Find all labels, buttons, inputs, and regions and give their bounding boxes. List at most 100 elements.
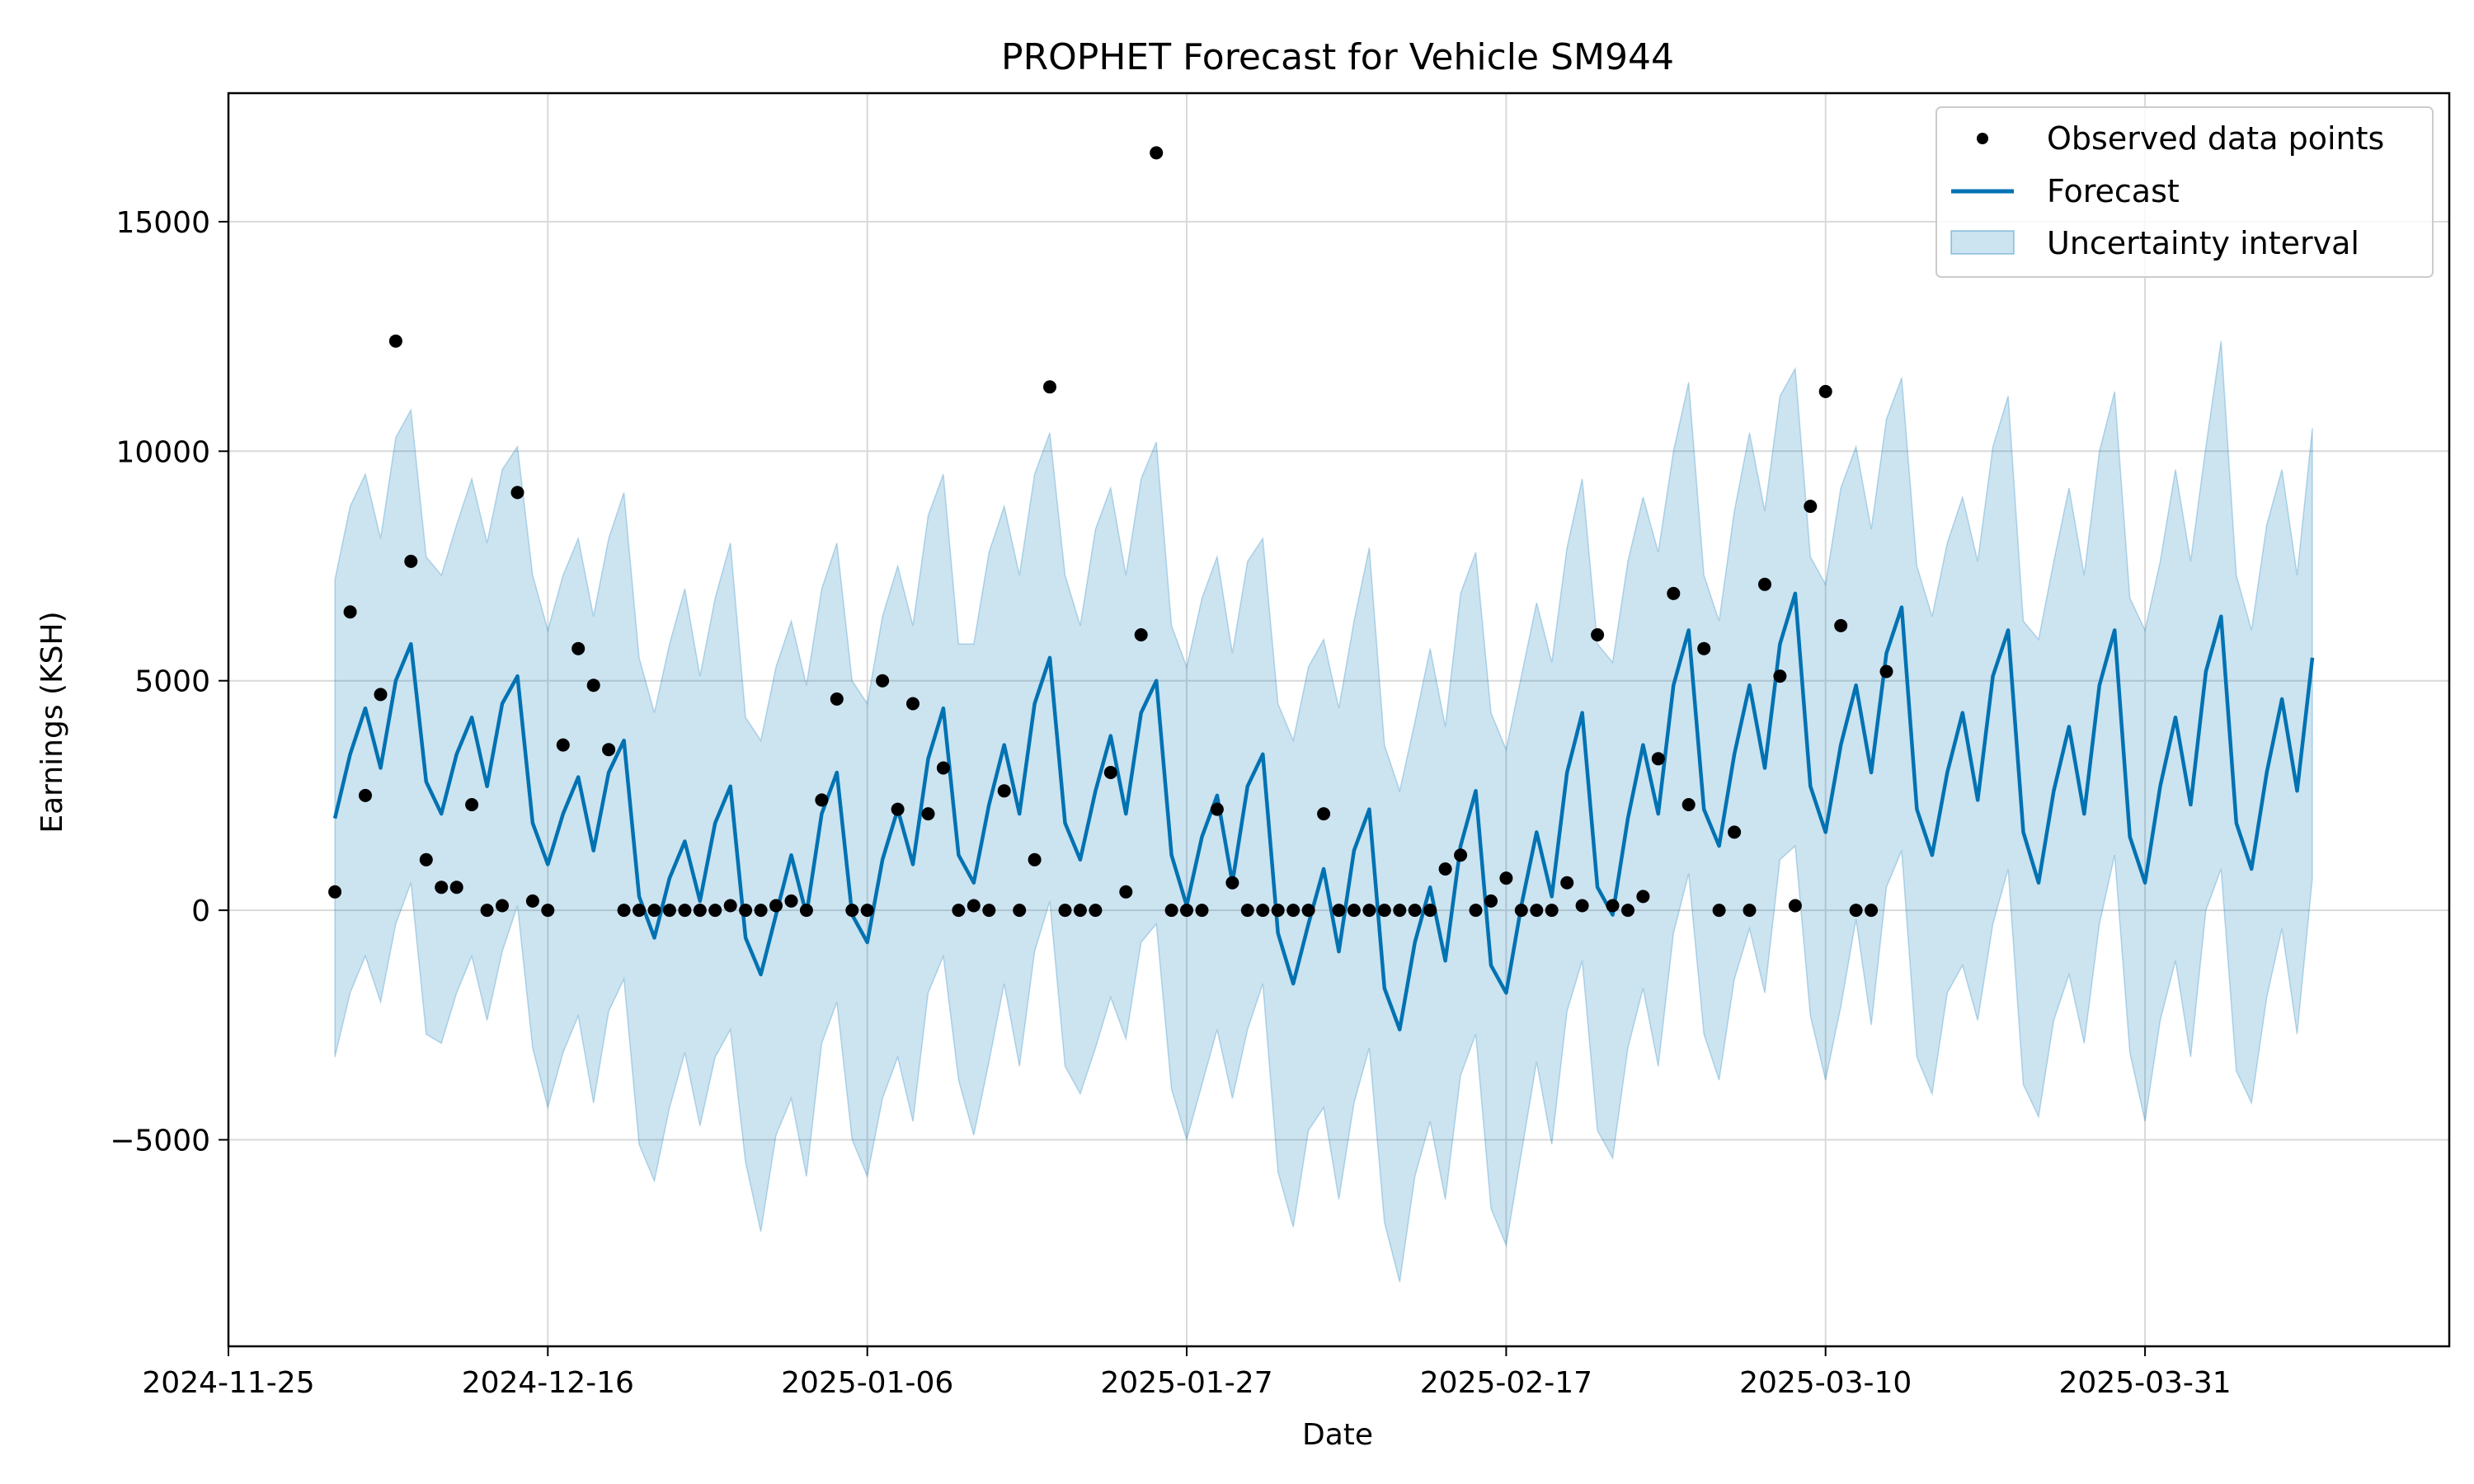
observed-point (1134, 628, 1148, 641)
observed-point (1240, 904, 1254, 918)
x-tick-label: 2025-01-27 (1100, 1366, 1272, 1400)
observed-point (891, 802, 905, 816)
observed-point (662, 904, 676, 918)
observed-point (860, 904, 874, 918)
observed-point (952, 904, 966, 918)
observed-point (1651, 752, 1665, 766)
observed-point (1758, 577, 1771, 591)
observed-point (1332, 904, 1346, 918)
x-tick-label: 2024-12-16 (462, 1366, 634, 1400)
observed-point (1681, 798, 1696, 811)
observed-point (739, 904, 753, 918)
x-tick-label: 2025-03-10 (1739, 1366, 1912, 1400)
observed-point (1013, 904, 1027, 918)
observed-point (1164, 904, 1178, 918)
observed-point (1773, 669, 1787, 683)
observed-point (328, 885, 342, 899)
observed-point (359, 788, 372, 802)
observed-point (1606, 899, 1620, 913)
observed-point (1362, 904, 1376, 918)
observed-point (1150, 146, 1164, 160)
observed-point (1301, 904, 1315, 918)
observed-point (845, 904, 859, 918)
observed-point (343, 605, 357, 619)
observed-point (1043, 380, 1056, 394)
observed-point (419, 852, 433, 866)
x-tick-label: 2024-11-25 (142, 1366, 314, 1400)
observed-point (388, 334, 402, 348)
observed-point (1484, 894, 1498, 908)
observed-point (936, 761, 950, 775)
observed-point (435, 881, 449, 895)
observed-point (921, 807, 935, 821)
y-tick-label: 5000 (134, 665, 210, 699)
legend: Observed data points Forecast Uncertaint… (1935, 106, 2434, 278)
observed-point (1667, 586, 1681, 600)
observed-point (496, 899, 509, 913)
observed-point (586, 679, 600, 693)
observed-point (1804, 500, 1818, 514)
observed-point (404, 554, 418, 568)
observed-point (708, 904, 722, 918)
observed-points (328, 146, 1893, 918)
observed-point (1089, 904, 1103, 918)
observed-point (1058, 904, 1072, 918)
legend-frame (1935, 106, 2434, 278)
observed-point (1317, 807, 1331, 821)
observed-point (799, 904, 813, 918)
legend-label-uncertainty: Uncertainty interval (2047, 225, 2359, 261)
observed-point (647, 904, 661, 918)
observed-point (1073, 904, 1087, 918)
observed-point (784, 894, 798, 908)
observed-point (1865, 904, 1879, 918)
observed-point (1469, 904, 1483, 918)
observed-point (830, 692, 844, 706)
observed-point (876, 674, 890, 688)
observed-point (510, 486, 524, 500)
y-axis-label: Earnings (KSH) (35, 611, 69, 833)
observed-point (1286, 904, 1300, 918)
x-axis-ticks: 2024-11-25 2024-12-16 2025-01-06 2025-01-27… (142, 1346, 2232, 1400)
observed-point (769, 899, 783, 913)
observed-point (617, 904, 631, 918)
observed-point (1195, 904, 1209, 918)
observed-point (1530, 904, 1544, 918)
observed-point (1271, 904, 1285, 918)
observed-point (1028, 852, 1042, 866)
observed-point (541, 904, 555, 918)
observed-point (374, 688, 388, 702)
observed-point (906, 697, 920, 711)
legend-label-forecast: Forecast (2047, 173, 2180, 209)
observed-point (1408, 904, 1422, 918)
observed-point (1879, 665, 1893, 679)
x-tick-label: 2025-02-17 (1420, 1366, 1592, 1400)
grid (228, 93, 2449, 1346)
observed-point (1697, 641, 1711, 655)
observed-point (1225, 876, 1239, 890)
observed-point (1423, 904, 1437, 918)
observed-point (1103, 766, 1117, 779)
observed-point (1636, 890, 1650, 904)
observed-point (967, 899, 981, 913)
y-tick-label: −5000 (110, 1125, 210, 1158)
observed-point (602, 743, 616, 757)
legend-band-swatch (1950, 230, 2015, 255)
x-tick-label: 2025-01-06 (781, 1366, 953, 1400)
observed-point (1712, 904, 1726, 918)
observed-point (1849, 904, 1863, 918)
observed-point (1256, 904, 1270, 918)
observed-point (1377, 904, 1391, 918)
observed-point (1438, 862, 1452, 876)
observed-point (633, 904, 646, 918)
observed-point (693, 904, 707, 918)
observed-point (1743, 904, 1757, 918)
observed-point (1591, 628, 1605, 641)
observed-point (1180, 904, 1193, 918)
y-tick-label: 15000 (115, 206, 210, 240)
observed-point (465, 798, 479, 811)
observed-point (1119, 885, 1133, 899)
observed-point (1514, 904, 1528, 918)
observed-point (1454, 848, 1468, 862)
y-axis-ticks: −5000 0 5000 10000 15000 (110, 206, 228, 1158)
